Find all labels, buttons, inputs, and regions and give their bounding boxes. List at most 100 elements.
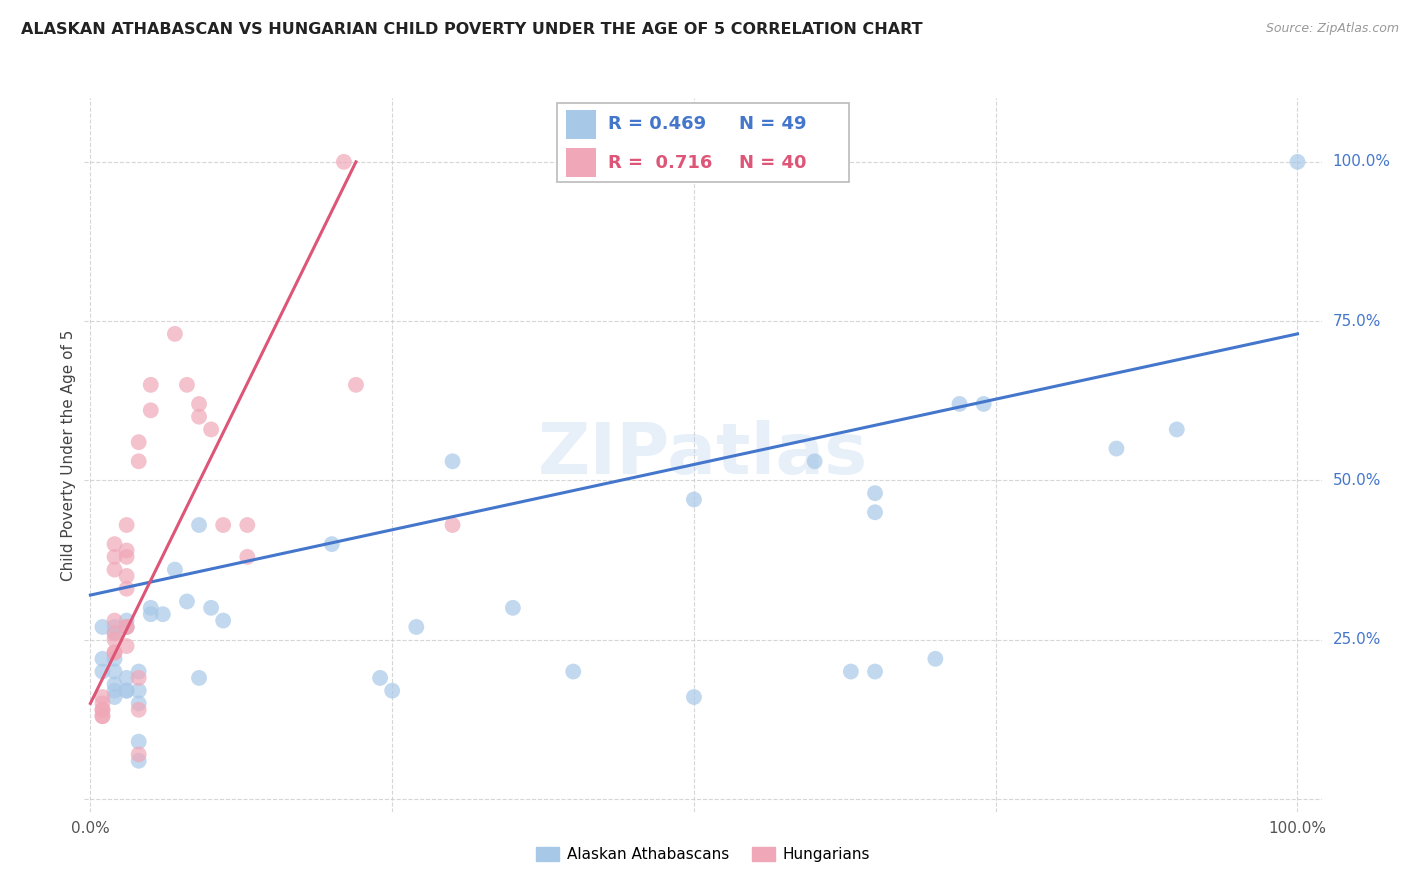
Point [188,409,211,424]
Point [924,652,946,666]
Point [683,492,706,507]
Point [839,665,862,679]
Point [139,377,162,392]
Point [103,632,125,647]
Text: ALASKAN ATHABASCAN VS HUNGARIAN CHILD POVERTY UNDER THE AGE OF 5 CORRELATION CHA: ALASKAN ATHABASCAN VS HUNGARIAN CHILD PO… [21,22,922,37]
Point [128,683,150,698]
Point [115,620,138,634]
Point [212,518,235,533]
Point [103,665,125,679]
Text: 25.0%: 25.0% [1333,632,1381,648]
Point [115,639,138,653]
Text: N = 49: N = 49 [738,115,806,133]
Point [128,697,150,711]
Point [91,665,114,679]
Point [103,537,125,551]
Point [115,569,138,583]
Point [441,518,464,533]
Point [103,614,125,628]
Point [139,403,162,417]
FancyBboxPatch shape [567,148,596,178]
Point [91,697,114,711]
Point [381,683,404,698]
Text: 50.0%: 50.0% [1333,473,1381,488]
Legend: Alaskan Athabascans, Hungarians: Alaskan Athabascans, Hungarians [530,841,876,868]
FancyBboxPatch shape [558,103,848,182]
Point [103,690,125,704]
Point [1105,442,1128,456]
Point [115,620,138,634]
Point [973,397,995,411]
Point [91,690,114,704]
Point [115,549,138,564]
Point [128,754,150,768]
Point [863,486,886,500]
Point [115,683,138,698]
Point [128,671,150,685]
Text: Source: ZipAtlas.com: Source: ZipAtlas.com [1265,22,1399,36]
Point [91,652,114,666]
Point [368,671,391,685]
Point [176,377,198,392]
Point [863,665,886,679]
Point [115,518,138,533]
Point [236,518,259,533]
Point [139,607,162,622]
Point [344,377,367,392]
Point [91,709,114,723]
Text: N = 40: N = 40 [738,153,806,172]
Point [502,600,524,615]
Text: 100.0%: 100.0% [1333,154,1391,169]
Point [188,518,211,533]
Point [128,747,150,762]
Point [103,645,125,659]
Point [236,549,259,564]
Point [188,397,211,411]
Y-axis label: Child Poverty Under the Age of 5: Child Poverty Under the Age of 5 [60,329,76,581]
FancyBboxPatch shape [567,110,596,138]
Point [163,563,186,577]
Point [91,703,114,717]
Point [115,614,138,628]
Point [103,563,125,577]
Point [1166,422,1188,436]
Point [103,620,125,634]
Point [103,626,125,640]
Point [91,620,114,634]
Point [115,582,138,596]
Point [103,677,125,691]
Text: R =  0.716: R = 0.716 [607,153,713,172]
Point [91,703,114,717]
Point [1286,154,1309,169]
Point [103,626,125,640]
Point [139,600,162,615]
Point [200,422,222,436]
Point [103,549,125,564]
Point [200,600,222,615]
Point [103,645,125,659]
Point [441,454,464,468]
Point [405,620,427,634]
Point [683,690,706,704]
Point [115,671,138,685]
Point [128,703,150,717]
Point [948,397,970,411]
Text: ZIPatlas: ZIPatlas [538,420,868,490]
Point [115,543,138,558]
Text: 75.0%: 75.0% [1333,314,1381,328]
Point [176,594,198,608]
Point [103,683,125,698]
Point [321,537,343,551]
Point [115,683,138,698]
Point [212,614,235,628]
Text: R = 0.469: R = 0.469 [607,115,706,133]
Point [128,454,150,468]
Point [128,665,150,679]
Point [152,607,174,622]
Point [128,734,150,748]
Point [863,505,886,519]
Point [163,326,186,341]
Point [562,665,585,679]
Point [128,435,150,450]
Point [103,652,125,666]
